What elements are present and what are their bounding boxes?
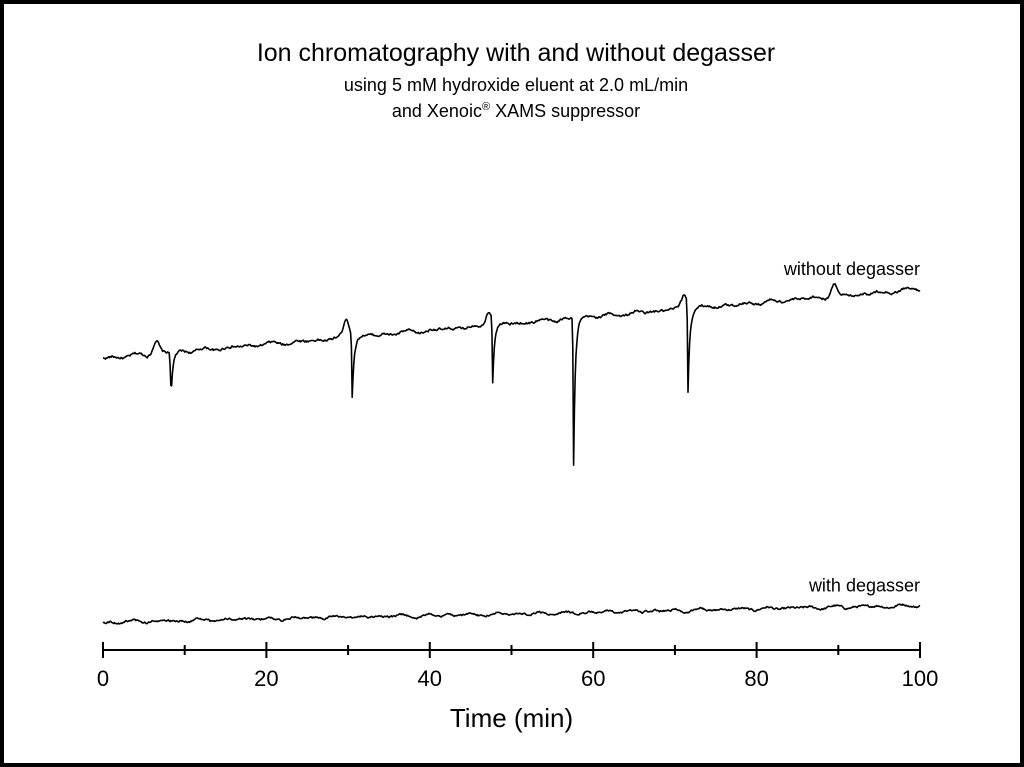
chart-title: Ion chromatography with and without dega… bbox=[256, 39, 776, 67]
x-tick-label: 20 bbox=[254, 666, 278, 691]
chart-subtitle-line-2: and Xenoic® XAMS suppressor bbox=[4, 101, 1024, 122]
series-line-with-degasser bbox=[102, 603, 921, 625]
x-axis-title: Time (min) bbox=[450, 703, 573, 733]
x-tick-label: 60 bbox=[581, 666, 605, 691]
x-tick-label: 40 bbox=[418, 666, 442, 691]
series-label: with degasser bbox=[808, 576, 920, 596]
subtitle-text-before: and Xenoic bbox=[391, 101, 482, 121]
series-label: without degasser bbox=[783, 259, 920, 279]
x-tick-label: 80 bbox=[744, 666, 768, 691]
series-line-without-degasser bbox=[103, 282, 921, 466]
x-tick-label: 0 bbox=[97, 666, 109, 691]
subtitle-text-after: XAMS suppressor bbox=[490, 101, 641, 121]
chart-subtitle-line-1: using 5 mM hydroxide eluent at 2.0 mL/mi… bbox=[343, 75, 689, 95]
x-tick-label: 100 bbox=[902, 666, 939, 691]
registered-mark: ® bbox=[481, 101, 491, 113]
